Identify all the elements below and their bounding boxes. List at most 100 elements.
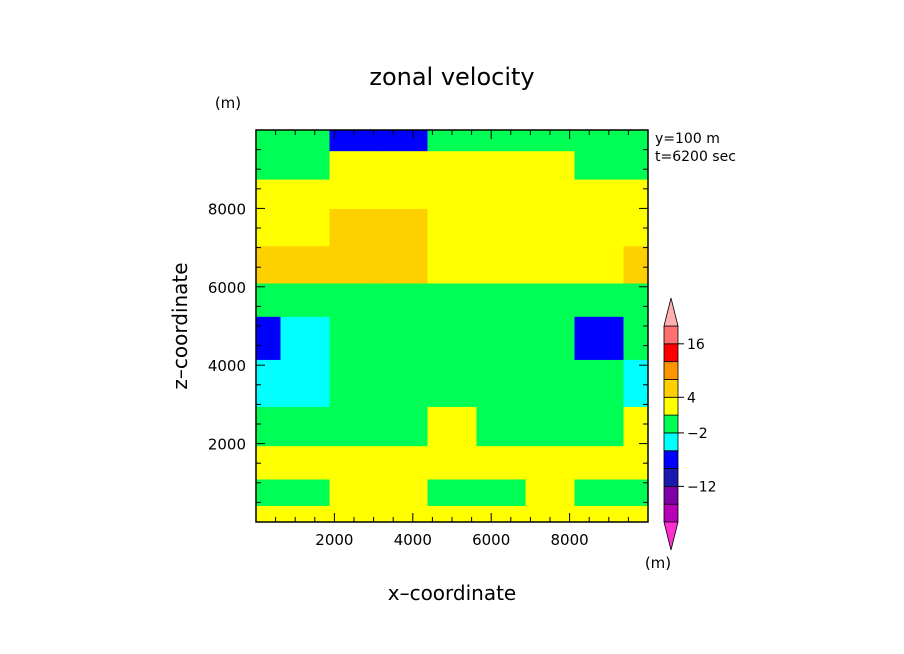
- heatmap-cell: [256, 316, 282, 360]
- heatmap-cell: [476, 282, 527, 317]
- heatmap-cell: [574, 150, 625, 180]
- heatmap-cell: [427, 406, 478, 447]
- colorbar-swatch: [663, 485, 679, 505]
- heatmap-cell: [378, 359, 429, 407]
- heatmap-cell: [329, 316, 380, 360]
- heatmap-cell: [623, 208, 648, 247]
- heatmap-cell: [427, 150, 478, 180]
- heatmap-cell: [476, 478, 527, 506]
- heatmap-cell: [280, 245, 331, 284]
- colorbar-label: −2: [687, 426, 708, 442]
- colorbar-swatch: [663, 379, 679, 398]
- heatmap-cell: [476, 179, 527, 209]
- y-tick-label: 4000: [208, 357, 246, 375]
- annotation-t: t=6200 sec: [655, 149, 736, 165]
- heatmap-cell: [329, 282, 380, 317]
- heatmap-cell: [574, 179, 625, 209]
- y-tick-label: 6000: [208, 279, 246, 297]
- heatmap-cell: [427, 208, 478, 247]
- heatmap-cell: [256, 445, 282, 480]
- heatmap-cell: [525, 478, 576, 506]
- heatmap-cell: [329, 208, 380, 247]
- heatmap-cell: [256, 179, 282, 209]
- heatmap-cell: [280, 208, 331, 247]
- heatmap-cell: [525, 208, 576, 247]
- heatmap-cell: [574, 505, 625, 522]
- colorbar-swatch: [663, 503, 679, 523]
- heatmap-cell: [280, 316, 331, 360]
- heatmap-cell: [476, 316, 527, 360]
- heatmap-cell: [623, 316, 648, 360]
- x-tick-label: 8000: [551, 531, 589, 549]
- heatmap-cell: [378, 505, 429, 522]
- heatmap-cell: [256, 478, 282, 506]
- heatmap-cell: [476, 130, 527, 152]
- heatmap-cell: [378, 245, 429, 284]
- heatmap-cell: [574, 130, 625, 152]
- heatmap-cell: [476, 359, 527, 407]
- heatmap-cell: [427, 478, 478, 506]
- heatmap-cell: [427, 245, 478, 284]
- heatmap-cell: [623, 445, 648, 480]
- heatmap-cell: [329, 505, 380, 522]
- heatmap-cell: [525, 179, 576, 209]
- heatmap-cell: [329, 179, 380, 209]
- heatmap-cell: [378, 445, 429, 480]
- heatmap-cell: [476, 505, 527, 522]
- colorbar-label: 16: [687, 337, 705, 353]
- heatmap-cell: [256, 406, 282, 447]
- heatmap-cell: [256, 245, 282, 284]
- heatmap-cell: [574, 316, 625, 360]
- heatmap-cell: [427, 179, 478, 209]
- heatmap-cell: [256, 208, 282, 247]
- heatmap-cell: [574, 359, 625, 407]
- heatmap-cell: [574, 208, 625, 247]
- heatmap-cell: [525, 505, 576, 522]
- heatmap-cell: [525, 245, 576, 284]
- heatmap-cell: [256, 282, 282, 317]
- heatmap-cell: [427, 316, 478, 360]
- heatmap-cell: [574, 282, 625, 317]
- chart-title: zonal velocity: [369, 63, 534, 91]
- colorbar-swatch: [663, 468, 679, 487]
- heatmap-cell: [329, 359, 380, 407]
- colorbar-label: 4: [687, 390, 696, 406]
- x-tick-label: 6000: [472, 531, 510, 549]
- heatmap-cell: [329, 150, 380, 180]
- heatmap-cell: [378, 179, 429, 209]
- heatmap-cell: [427, 505, 478, 522]
- heatmap-cell: [623, 406, 648, 447]
- colorbar-extend-high: [663, 297, 679, 327]
- heatmap-cell: [623, 130, 648, 152]
- heatmap-cell: [280, 179, 331, 209]
- heatmap-cell: [378, 150, 429, 180]
- annotation-y: y=100 m: [655, 131, 720, 147]
- heatmap-cell: [280, 130, 331, 152]
- heatmap-cell: [378, 316, 429, 360]
- heatmap-cell: [378, 282, 429, 317]
- heatmap-cell: [476, 445, 527, 480]
- plot-area: [256, 130, 648, 522]
- colorbar-extend-low: [663, 521, 679, 551]
- heatmap-cell: [329, 130, 380, 152]
- heatmap-cell: [574, 245, 625, 284]
- heatmap-cell: [378, 406, 429, 447]
- heatmap-cell: [476, 406, 527, 447]
- heatmap-cell: [525, 359, 576, 407]
- heatmap-cell: [574, 406, 625, 447]
- colorbar-unit-label: (m): [645, 554, 671, 572]
- heatmap-cell: [525, 150, 576, 180]
- heatmap-cell: [427, 445, 478, 480]
- heatmap-cell: [574, 445, 625, 480]
- heatmap-cell: [256, 359, 282, 407]
- x-tick-label: 4000: [394, 531, 432, 549]
- heatmap-cell: [525, 445, 576, 480]
- colorbar-swatch: [663, 361, 679, 380]
- heatmap-cell: [329, 445, 380, 480]
- heatmap-cell: [280, 445, 331, 480]
- heatmap-cell: [256, 150, 282, 180]
- heatmap-cell: [476, 208, 527, 247]
- heatmap-cell: [378, 130, 429, 152]
- x-tick-label: 2000: [315, 531, 353, 549]
